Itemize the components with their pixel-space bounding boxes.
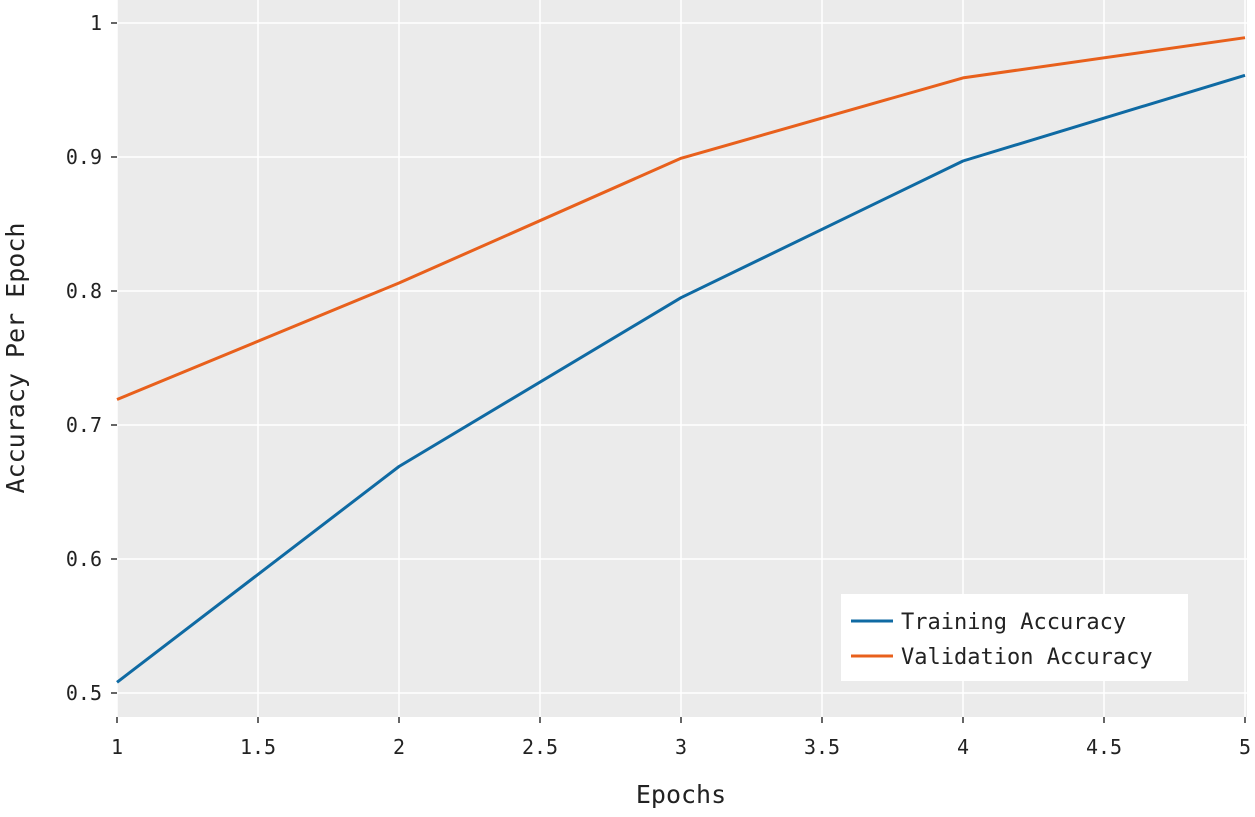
legend-label-training: Training Accuracy <box>901 610 1126 635</box>
y-tick-label: 0.7 <box>66 413 102 437</box>
y-tick-label: 0.5 <box>66 681 102 705</box>
series-lines <box>116 36 1246 684</box>
x-tick-label: 2.5 <box>522 735 558 759</box>
y-tick-label: 0.8 <box>66 279 102 303</box>
legend-box <box>841 594 1188 681</box>
x-tick-label: 4 <box>957 735 969 759</box>
x-tick-label: 3 <box>675 735 687 759</box>
x-tick-label: 1.5 <box>240 735 276 759</box>
legend: Training Accuracy Validation Accuracy <box>841 594 1188 681</box>
series-line-validation-accuracy <box>116 36 1246 401</box>
x-tick-label: 1 <box>111 735 123 759</box>
x-tick-label: 3.5 <box>804 735 840 759</box>
axes: 1 1.5 2 2.5 3 3.5 4 4.5 5 0.5 0.6 0.7 0.8 0.9 1 <box>66 11 1251 759</box>
y-tick-label: 0.6 <box>66 547 102 571</box>
x-axis-title: Epochs <box>636 780 726 809</box>
x-tick-label: 2 <box>393 735 405 759</box>
y-axis-title: Accuracy Per Epoch <box>1 223 30 494</box>
y-tick-label: 1 <box>90 11 102 35</box>
y-tick-label: 0.9 <box>66 145 102 169</box>
series-line-training-accuracy <box>116 73 1246 684</box>
x-tick-label: 4.5 <box>1086 735 1122 759</box>
legend-label-validation: Validation Accuracy <box>901 645 1153 670</box>
x-tick-label: 5 <box>1239 735 1251 759</box>
